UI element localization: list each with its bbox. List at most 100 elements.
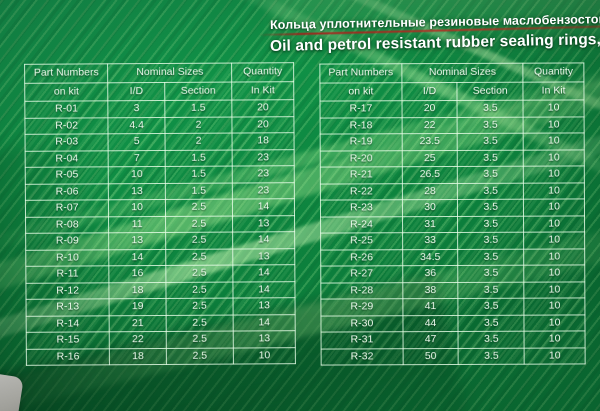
cell-inner-diameter: 7 <box>108 149 166 167</box>
header-on-kit: on kit <box>319 82 402 102</box>
cell-part-number: R-14 <box>26 315 110 333</box>
cell-quantity: 20 <box>231 99 294 117</box>
cell-quantity: 10 <box>524 314 586 332</box>
table-head: Part Numbers Nominal Sizes Quantity on k… <box>24 62 294 102</box>
cell-section: 2.5 <box>165 248 233 266</box>
cell-inner-diameter: 44 <box>402 314 459 332</box>
header-nominal-sizes: Nominal Sizes <box>401 63 524 83</box>
table-row: R-21 26.5 3.5 10 <box>320 165 585 184</box>
cell-part-number: R-11 <box>25 265 110 283</box>
table-row: R-10 14 2.5 13 <box>25 248 295 267</box>
header-part-numbers: Part Numbers <box>319 63 402 83</box>
cell-inner-diameter: 13 <box>108 182 166 200</box>
table-row: R-06 13 1.5 23 <box>25 182 295 201</box>
cell-section: 2.5 <box>165 215 233 233</box>
table-header-row-top: Part Numbers Nominal Sizes Quantity <box>319 62 584 83</box>
cell-inner-diameter: 14 <box>109 248 166 266</box>
cell-quantity: 14 <box>232 264 295 282</box>
cell-quantity: 10 <box>524 281 585 299</box>
cell-quantity: 10 <box>523 116 585 134</box>
cell-inner-diameter: 11 <box>108 215 166 233</box>
cell-quantity: 10 <box>523 149 585 167</box>
table-header-row-bottom: on kit I/D Section In Kit <box>24 81 294 102</box>
cell-part-number: R-13 <box>26 298 110 316</box>
cell-quantity: 10 <box>523 231 585 249</box>
cell-quantity: 10 <box>523 99 585 117</box>
cell-quantity: 10 <box>523 198 585 216</box>
table-row: R-09 13 2.5 14 <box>25 231 295 250</box>
table-row: R-03 5 2 18 <box>25 132 295 151</box>
table-row: R-11 16 2.5 14 <box>25 264 295 283</box>
cell-part-number: R-32 <box>321 348 403 366</box>
table-row: R-29 41 3.5 10 <box>320 297 585 316</box>
cell-inner-diameter: 22 <box>109 331 167 349</box>
cell-inner-diameter: 19 <box>109 298 166 316</box>
cell-inner-diameter: 18 <box>109 281 166 299</box>
cell-part-number: R-18 <box>320 117 402 135</box>
table-row: R-24 31 3.5 10 <box>320 215 585 234</box>
cell-quantity: 10 <box>524 330 586 348</box>
cell-part-number: R-17 <box>320 100 402 118</box>
cell-quantity: 18 <box>232 132 295 150</box>
cell-quantity: 14 <box>232 231 295 249</box>
cell-part-number: R-10 <box>25 249 110 267</box>
cell-quantity: 13 <box>232 248 295 266</box>
cell-inner-diameter: 38 <box>402 281 459 299</box>
parts-table-right: Part Numbers Nominal Sizes Quantity on k… <box>319 62 586 366</box>
header-part-numbers: Part Numbers <box>24 63 109 83</box>
cell-inner-diameter: 16 <box>109 265 166 283</box>
headline-english: Oil and petrol resistant rubber sealing … <box>269 30 600 55</box>
cell-section: 3.5 <box>457 166 524 183</box>
table-row: R-32 50 3.5 10 <box>321 347 586 366</box>
table-row: R-31 47 3.5 10 <box>321 330 586 349</box>
table-row: R-04 7 1.5 23 <box>25 149 295 168</box>
cell-section: 1.5 <box>165 182 233 200</box>
right-parts-table: Part Numbers Nominal Sizes Quantity on k… <box>319 62 586 366</box>
cell-quantity: 10 <box>523 182 585 200</box>
table-row: R-08 11 2.5 13 <box>25 215 295 234</box>
table-row: R-30 44 3.5 10 <box>320 314 586 333</box>
cell-inner-diameter: 4.4 <box>108 116 165 134</box>
cell-part-number: R-24 <box>320 216 403 234</box>
cell-inner-diameter: 31 <box>402 215 458 233</box>
cell-section: 3.5 <box>457 133 524 150</box>
table-row: R-28 38 3.5 10 <box>320 281 585 300</box>
cell-quantity: 23 <box>232 149 295 167</box>
cell-quantity: 20 <box>232 116 295 134</box>
table-row: R-17 20 3.5 10 <box>320 99 585 118</box>
table-row: R-19 23.5 3.5 10 <box>320 132 585 151</box>
cell-inner-diameter: 25 <box>402 149 458 167</box>
cell-section: 3.5 <box>457 248 524 266</box>
cell-part-number: R-05 <box>25 166 109 184</box>
cell-section: 3.5 <box>458 331 525 348</box>
cell-quantity: 13 <box>233 330 296 348</box>
cell-part-number: R-02 <box>24 117 109 135</box>
cell-section: 1.5 <box>164 149 233 167</box>
cell-section: 2 <box>164 133 233 150</box>
table-head: Part Numbers Nominal Sizes Quantity on k… <box>319 62 585 102</box>
cell-section: 3.5 <box>457 215 524 233</box>
table-row: R-22 28 3.5 10 <box>320 182 585 201</box>
cell-inner-diameter: 50 <box>402 347 459 365</box>
cell-inner-diameter: 26.5 <box>402 166 458 184</box>
table-row: R-27 36 3.5 10 <box>320 264 585 283</box>
cell-quantity: 13 <box>232 215 295 233</box>
cell-part-number: R-19 <box>320 133 403 151</box>
table-row: R-07 10 2.5 14 <box>25 198 295 217</box>
cell-part-number: R-23 <box>320 199 403 217</box>
table-row: R-05 10 1.5 23 <box>25 165 295 184</box>
parts-table-left: Part Numbers Nominal Sizes Quantity on k… <box>24 62 296 366</box>
cell-section: 2.5 <box>165 281 234 299</box>
table-row: R-18 22 3.5 10 <box>320 116 585 135</box>
cell-section: 2.5 <box>166 331 234 348</box>
cell-inner-diameter: 33 <box>402 232 458 250</box>
table-header-row-bottom: on kit I/D Section In Kit <box>319 81 585 102</box>
header-in-kit: In Kit <box>231 81 294 101</box>
cell-part-number: R-31 <box>321 331 403 349</box>
left-parts-table: Part Numbers Nominal Sizes Quantity on k… <box>24 62 296 366</box>
cell-part-number: R-16 <box>26 348 110 366</box>
cell-part-number: R-06 <box>25 183 109 201</box>
table-row: R-23 30 3.5 10 <box>320 198 585 217</box>
cell-section: 3.5 <box>457 149 524 167</box>
cell-section: 2.5 <box>165 298 234 315</box>
